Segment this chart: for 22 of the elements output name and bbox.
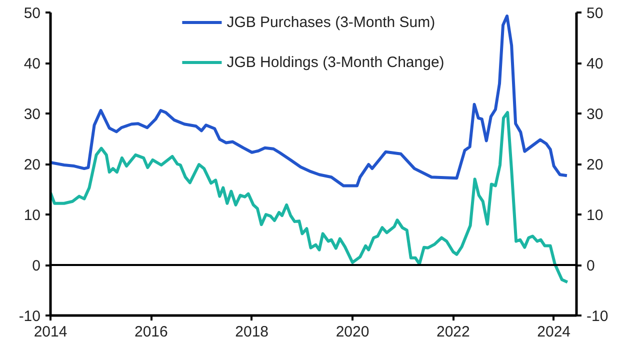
y2-tick-label: 10 — [586, 207, 604, 224]
y-tick-label: 50 — [24, 5, 41, 22]
x-tick-label: 2018 — [235, 324, 269, 340]
y2-tick-label: 50 — [586, 5, 604, 22]
x-tick-label: 2016 — [134, 324, 168, 340]
y-tick-label: 0 — [32, 258, 40, 274]
y2-tick-label: 20 — [586, 156, 604, 174]
x-tick-label: 2022 — [436, 324, 470, 340]
y2-tick-label: 30 — [586, 106, 604, 123]
legend-label: JGB Holdings (3-Month Change) — [226, 54, 444, 70]
y-tick-label: 10 — [24, 207, 41, 224]
y-tick-label: 40 — [24, 56, 41, 72]
x-tick-label: 2014 — [34, 324, 68, 340]
x-tick-label: 2020 — [336, 324, 370, 340]
legend-label: JGB Purchases (3-Month Sum) — [226, 14, 436, 30]
y2-tick-label: 40 — [586, 56, 604, 72]
y-tick-label: -10 — [18, 308, 41, 325]
y-tick-label: 30 — [24, 106, 41, 123]
y-tick-label: 20 — [24, 156, 41, 174]
x-tick-label: 2024 — [537, 324, 571, 340]
y2-tick-label: -10 — [586, 308, 608, 325]
y2-tick-label: 0 — [586, 258, 595, 274]
